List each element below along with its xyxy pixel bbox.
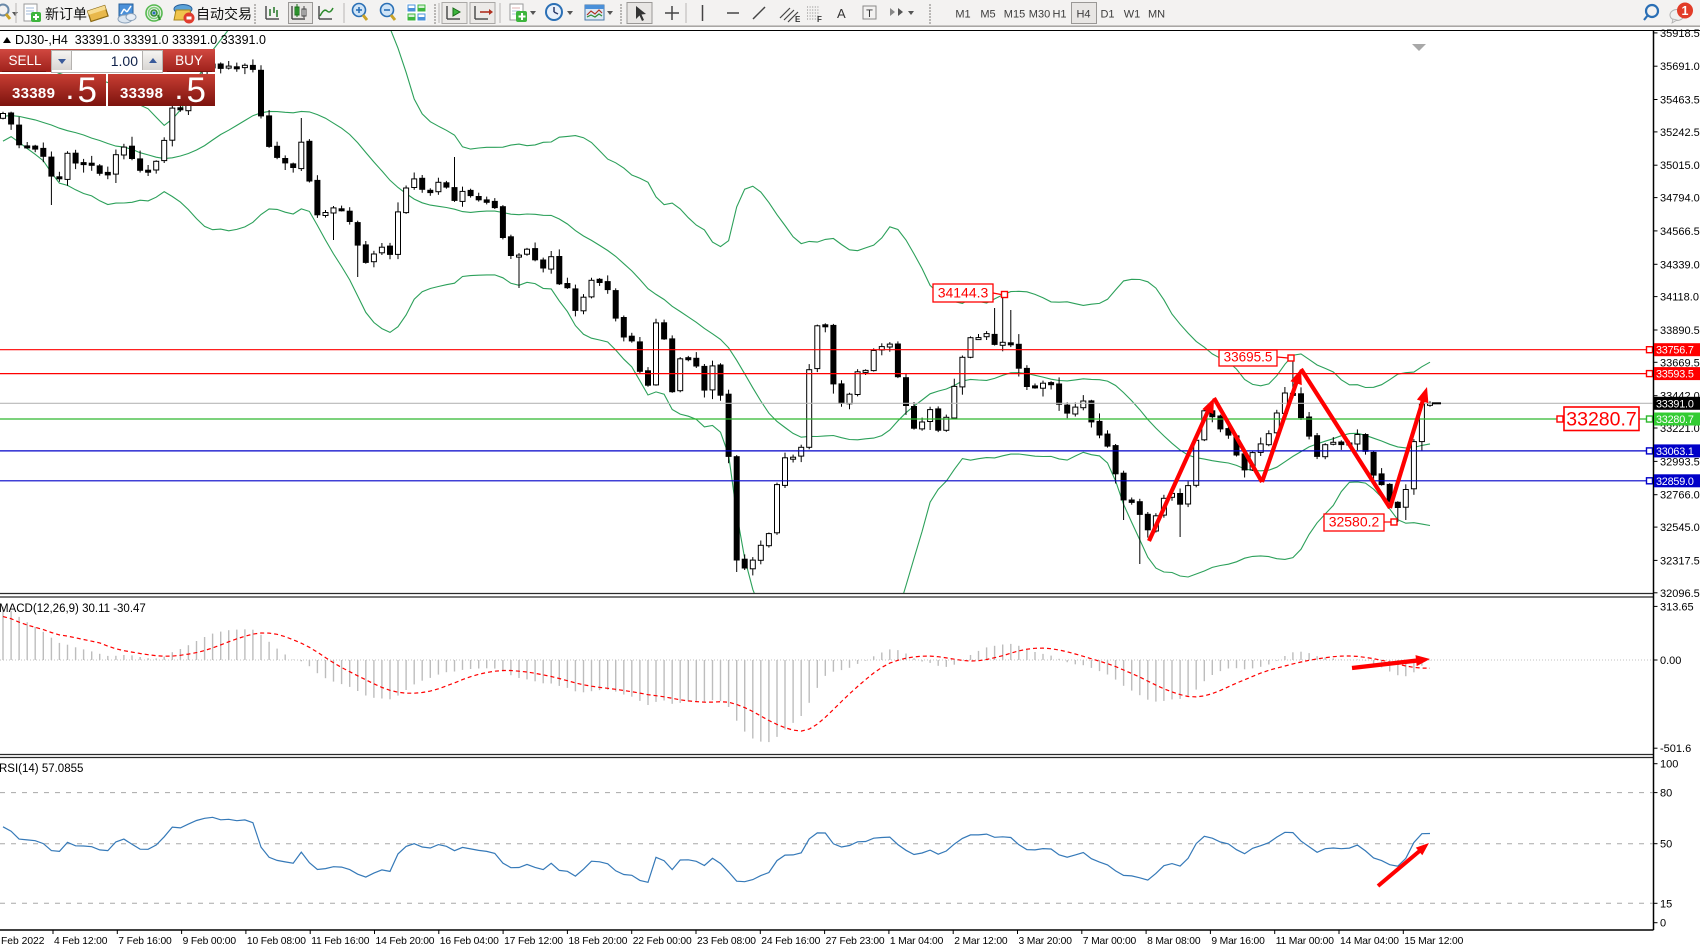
svg-text:50: 50 (1660, 839, 1672, 851)
svg-text:35015.0: 35015.0 (1660, 160, 1700, 172)
svg-text:F: F (817, 15, 822, 24)
svg-text:A: A (837, 6, 846, 21)
svg-text:33695.5: 33695.5 (1224, 350, 1273, 365)
svg-text:8 Mar 08:00: 8 Mar 08:00 (1147, 936, 1201, 947)
svg-text:-501.6: -501.6 (1660, 743, 1691, 755)
svg-text:33756.7: 33756.7 (1656, 345, 1694, 357)
svg-text:34339.0: 34339.0 (1660, 259, 1700, 271)
svg-text:3 Mar 20:00: 3 Mar 20:00 (1019, 936, 1073, 947)
svg-text:32096.5: 32096.5 (1660, 588, 1700, 600)
svg-text:MN: MN (1148, 9, 1165, 21)
svg-text:4 Feb 12:00: 4 Feb 12:00 (54, 936, 108, 947)
svg-text:MACD(12,26,9) 30.11 -30.47: MACD(12,26,9) 30.11 -30.47 (0, 603, 146, 615)
svg-text:W1: W1 (1124, 9, 1141, 21)
svg-text:17 Feb 12:00: 17 Feb 12:00 (504, 936, 563, 947)
svg-text:7 Feb 16:00: 7 Feb 16:00 (118, 936, 172, 947)
svg-text:35242.5: 35242.5 (1660, 127, 1700, 139)
svg-text:15: 15 (1660, 898, 1672, 910)
svg-text:27 Feb 23:00: 27 Feb 23:00 (826, 936, 885, 947)
svg-text:H1: H1 (1052, 9, 1066, 21)
svg-text:33890.5: 33890.5 (1660, 325, 1700, 337)
svg-text:100: 100 (1660, 759, 1678, 771)
svg-text:0: 0 (1660, 918, 1666, 930)
svg-text:34566.5: 34566.5 (1660, 226, 1700, 238)
svg-text:33391.0: 33391.0 (1656, 398, 1694, 410)
svg-text:E: E (795, 15, 801, 24)
svg-text:14 Feb 20:00: 14 Feb 20:00 (376, 936, 435, 947)
svg-text:23 Feb 08:00: 23 Feb 08:00 (697, 936, 756, 947)
svg-text:15 Mar 12:00: 15 Mar 12:00 (1404, 936, 1463, 947)
svg-text:7 Mar 00:00: 7 Mar 00:00 (1083, 936, 1137, 947)
svg-text:35918.5: 35918.5 (1660, 28, 1700, 40)
svg-text:35691.0: 35691.0 (1660, 61, 1700, 73)
svg-text:24 Feb 16:00: 24 Feb 16:00 (761, 936, 820, 947)
svg-text:33593.5: 33593.5 (1656, 369, 1694, 381)
svg-text:1 Mar 04:00: 1 Mar 04:00 (890, 936, 944, 947)
svg-text:80: 80 (1660, 788, 1672, 800)
svg-text:0.00: 0.00 (1660, 655, 1681, 667)
svg-text:M5: M5 (980, 9, 995, 21)
svg-text:32766.0: 32766.0 (1660, 490, 1700, 502)
svg-text:33221.0: 33221.0 (1660, 423, 1700, 435)
svg-text:32859.0: 32859.0 (1656, 476, 1694, 488)
svg-text:34118.0: 34118.0 (1660, 292, 1699, 304)
svg-text:Feb 2022: Feb 2022 (1, 936, 45, 947)
svg-text:新订单: 新订单 (45, 6, 87, 22)
svg-text:32317.5: 32317.5 (1660, 555, 1700, 567)
svg-text:M15: M15 (1004, 9, 1025, 21)
svg-text:9 Feb 00:00: 9 Feb 00:00 (183, 936, 237, 947)
svg-text:34144.3: 34144.3 (938, 285, 989, 301)
svg-text:DJ30-,H4 33391.0 33391.0 3339: DJ30-,H4 33391.0 33391.0 33391.0 33391.0 (15, 33, 266, 47)
svg-text:M1: M1 (955, 9, 970, 21)
svg-text:11 Mar 00:00: 11 Mar 00:00 (1276, 936, 1335, 947)
svg-text:2 Mar 12:00: 2 Mar 12:00 (954, 936, 1008, 947)
svg-text:34794.0: 34794.0 (1660, 193, 1700, 205)
svg-text:32545.0: 32545.0 (1660, 522, 1700, 534)
svg-text:33063.1: 33063.1 (1656, 446, 1694, 458)
svg-text:D1: D1 (1100, 9, 1114, 21)
svg-text:32993.5: 32993.5 (1660, 456, 1700, 468)
svg-text:T: T (866, 8, 873, 20)
svg-text:H4: H4 (1076, 9, 1090, 21)
svg-text:313.65: 313.65 (1660, 601, 1694, 613)
svg-text:自动交易: 自动交易 (196, 6, 252, 22)
svg-text:18 Feb 20:00: 18 Feb 20:00 (568, 936, 627, 947)
svg-text:33280.7: 33280.7 (1656, 414, 1694, 426)
svg-text:32580.2: 32580.2 (1329, 514, 1380, 530)
svg-text:M30: M30 (1029, 9, 1050, 21)
svg-text:16 Feb 04:00: 16 Feb 04:00 (440, 936, 499, 947)
svg-text:33280.7: 33280.7 (1566, 409, 1637, 431)
svg-text:22 Feb 00:00: 22 Feb 00:00 (633, 936, 692, 947)
svg-text:10 Feb 08:00: 10 Feb 08:00 (247, 936, 306, 947)
svg-text:14 Mar 04:00: 14 Mar 04:00 (1340, 936, 1399, 947)
svg-text:33669.5: 33669.5 (1660, 357, 1700, 369)
svg-text:11 Feb 16:00: 11 Feb 16:00 (311, 936, 370, 947)
svg-text:1: 1 (1682, 4, 1689, 18)
svg-text:RSI(14) 57.0855: RSI(14) 57.0855 (0, 763, 83, 775)
svg-text:35463.5: 35463.5 (1660, 95, 1700, 107)
svg-text:9 Mar 16:00: 9 Mar 16:00 (1211, 936, 1265, 947)
